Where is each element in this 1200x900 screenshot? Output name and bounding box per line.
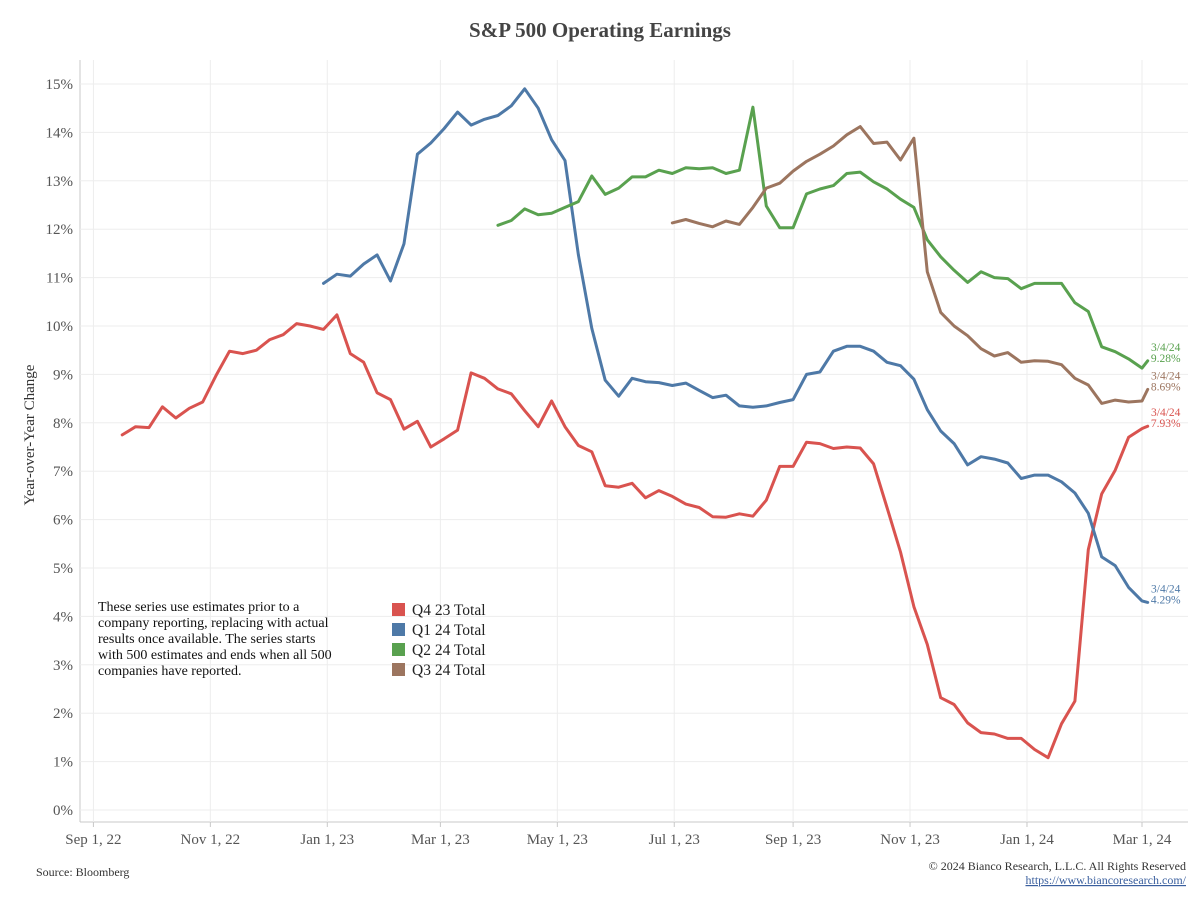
x-tick-label: Jul 1, 23 xyxy=(649,832,700,848)
y-tick-label: 11% xyxy=(46,271,73,287)
y-tick-label: 0% xyxy=(53,803,73,819)
legend-swatch xyxy=(392,603,405,616)
series-lines xyxy=(120,87,1150,760)
legend-swatch xyxy=(392,663,405,676)
legend-label: Q1 24 Total xyxy=(412,622,486,639)
end-label-value: 7.93% xyxy=(1151,418,1181,430)
y-tick-label: 13% xyxy=(46,174,74,190)
x-tick-label: Nov 1, 23 xyxy=(880,832,940,848)
y-tick-label: 10% xyxy=(46,319,74,335)
y-tick-label: 15% xyxy=(46,77,74,93)
x-tick-label: May 1, 23 xyxy=(527,832,588,848)
legend: Q4 23 Total Q1 24 Total Q2 24 Total Q3 2… xyxy=(392,602,486,679)
legend-item-q4-23[interactable]: Q4 23 Total xyxy=(392,602,486,619)
y-tick-label: 3% xyxy=(53,658,73,674)
x-tick-label: Mar 1, 24 xyxy=(1113,832,1172,848)
y-tick-label: 8% xyxy=(53,416,73,432)
y-axis-label: Year-over-Year Change xyxy=(22,364,38,505)
legend-item-q2-24[interactable]: Q2 24 Total xyxy=(392,642,486,659)
note-line: results once available. The series start… xyxy=(98,632,315,647)
website-link[interactable]: https://www.biancoresearch.com/ xyxy=(1025,873,1186,887)
legend-swatch xyxy=(392,623,405,636)
x-tick-label: Nov 1, 22 xyxy=(181,832,241,848)
y-tick-label: 6% xyxy=(53,513,73,529)
y-tick-label: 1% xyxy=(53,755,73,771)
y-axis-ticks: 0% 1% 2% 3% 4% 5% 6% 7% 8% 9% 10% 11% 12% 13% 14% 15% xyxy=(46,77,74,819)
note-line: company reporting, replacing with actual xyxy=(98,616,329,631)
end-labels: 3/4/247.93%3/4/244.29%3/4/249.28%3/4/248… xyxy=(1151,342,1181,607)
y-tick-label: 2% xyxy=(53,706,73,722)
end-label-date: 3/4/24 xyxy=(1151,342,1181,354)
series-line-q4-23-total xyxy=(120,313,1150,760)
y-tick-label: 9% xyxy=(53,367,73,383)
end-label-date: 3/4/24 xyxy=(1151,407,1181,419)
x-tick-label: Sep 1, 23 xyxy=(765,832,821,848)
end-label-date: 3/4/24 xyxy=(1151,583,1181,595)
legend-item-q1-24[interactable]: Q1 24 Total xyxy=(392,622,486,639)
x-tick-label: Mar 1, 23 xyxy=(411,832,470,848)
x-tick-label: Jan 1, 23 xyxy=(300,832,354,848)
legend-swatch xyxy=(392,643,405,656)
end-label-value: 8.69% xyxy=(1151,381,1181,393)
x-tick-label: Jan 1, 24 xyxy=(1000,832,1054,848)
note: These series use estimates prior to a co… xyxy=(98,600,332,679)
x-tick-label: Sep 1, 22 xyxy=(65,832,121,848)
legend-item-q3-24[interactable]: Q3 24 Total xyxy=(392,662,486,679)
y-tick-label: 12% xyxy=(46,222,74,238)
series-line-q2-24-total xyxy=(496,105,1150,370)
y-tick-label: 5% xyxy=(53,561,73,577)
legend-label: Q2 24 Total xyxy=(412,642,486,659)
x-axis-ticks: Sep 1, 22 Nov 1, 22 Jan 1, 23 Mar 1, 23 May … xyxy=(65,832,1172,848)
y-tick-label: 4% xyxy=(53,609,73,625)
legend-label: Q4 23 Total xyxy=(412,602,486,619)
y-tick-label: 14% xyxy=(46,125,74,141)
series-line-q1-24-total xyxy=(322,87,1150,604)
series-line-q3-24-total xyxy=(670,125,1150,405)
y-tick-label: 7% xyxy=(53,464,73,480)
copyright-note: © 2024 Bianco Research, L.L.C. All Right… xyxy=(929,859,1186,873)
chart-title: S&P 500 Operating Earnings xyxy=(469,18,731,42)
end-label-date: 3/4/24 xyxy=(1151,370,1181,382)
end-label-value: 4.29% xyxy=(1151,594,1181,606)
end-label-value: 9.28% xyxy=(1151,353,1181,365)
note-line: These series use estimates prior to a xyxy=(98,600,300,615)
note-line: companies have reported. xyxy=(98,664,241,679)
source-note: Source: Bloomberg xyxy=(36,865,129,879)
note-line: with 500 estimates and ends when all 500 xyxy=(98,648,332,663)
legend-label: Q3 24 Total xyxy=(412,662,486,679)
